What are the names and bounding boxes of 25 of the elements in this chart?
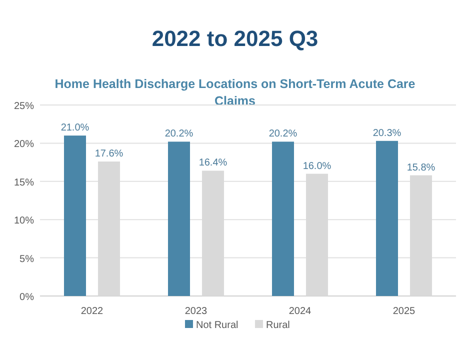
data-label: 17.6% bbox=[94, 148, 124, 160]
y-tick-label: 20% bbox=[14, 139, 34, 150]
y-tick-label: 0% bbox=[20, 292, 34, 303]
data-label: 21.0% bbox=[60, 122, 90, 134]
data-label: 20.2% bbox=[268, 128, 298, 140]
bar bbox=[168, 142, 190, 296]
x-tick-label: 2025 bbox=[392, 306, 416, 317]
legend-label: Rural bbox=[266, 320, 290, 331]
y-tick-label: 5% bbox=[20, 254, 34, 265]
y-tick-label: 25% bbox=[14, 101, 34, 112]
chart-title: 2022 to 2025 Q3 bbox=[152, 26, 318, 51]
x-tick-label: 2023 bbox=[184, 306, 208, 317]
bar bbox=[64, 136, 86, 296]
x-tick-label: 2024 bbox=[288, 306, 312, 317]
data-label: 20.2% bbox=[164, 128, 194, 140]
data-label: 15.8% bbox=[406, 162, 436, 174]
y-tick-label: 10% bbox=[14, 216, 34, 227]
data-label: 16.4% bbox=[198, 158, 228, 169]
bar bbox=[272, 142, 294, 296]
bar bbox=[376, 140, 398, 296]
data-label: 20.3% bbox=[372, 128, 402, 139]
data-label: 16.0% bbox=[302, 160, 332, 172]
x-tick-label: 2022 bbox=[80, 306, 104, 317]
legend-label: Not Rural bbox=[196, 320, 238, 331]
y-tick-label: 15% bbox=[14, 177, 34, 188]
